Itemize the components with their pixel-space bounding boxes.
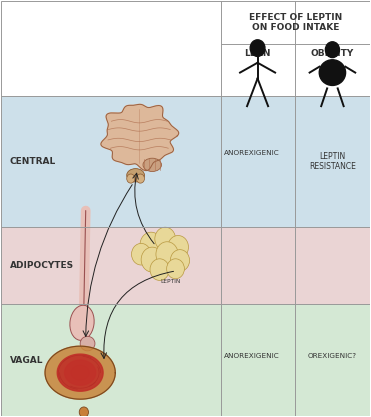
Ellipse shape [80,336,95,351]
Polygon shape [45,346,115,399]
Polygon shape [71,365,89,380]
Text: EFFECT OF LEPTIN
ON FOOD INTAKE: EFFECT OF LEPTIN ON FOOD INTAKE [249,13,342,32]
Polygon shape [65,360,96,385]
Circle shape [150,259,169,280]
Bar [1,227,370,304]
Circle shape [127,174,135,183]
Polygon shape [57,354,103,391]
Text: LEAN: LEAN [244,49,271,58]
Circle shape [132,244,151,265]
Circle shape [155,227,175,251]
Text: VAGAL: VAGAL [10,356,43,365]
Text: OREXIGENIC?: OREXIGENIC? [308,353,357,359]
Ellipse shape [319,60,346,85]
Circle shape [170,250,190,271]
Text: OBESITY: OBESITY [311,49,354,58]
Bar [1,304,370,416]
Text: LEPTIN
RESISTANCE: LEPTIN RESISTANCE [309,152,356,171]
Circle shape [136,174,144,183]
Ellipse shape [143,158,161,171]
Text: ANOREXIGENIC: ANOREXIGENIC [224,151,280,156]
Text: LEPTIN: LEPTIN [161,279,181,284]
Bar [1,96,370,227]
Text: CENTRAL: CENTRAL [10,157,56,166]
Ellipse shape [127,168,144,182]
Circle shape [167,259,184,279]
Ellipse shape [70,305,94,340]
Polygon shape [101,104,179,171]
Circle shape [250,40,265,56]
Ellipse shape [79,407,88,417]
Circle shape [140,232,162,257]
Circle shape [168,236,188,259]
Circle shape [325,42,339,58]
Circle shape [156,242,178,267]
Text: ADIPOCYTES: ADIPOCYTES [10,261,74,270]
Circle shape [141,247,163,272]
Text: ANOREXIGENIC: ANOREXIGENIC [224,353,280,359]
